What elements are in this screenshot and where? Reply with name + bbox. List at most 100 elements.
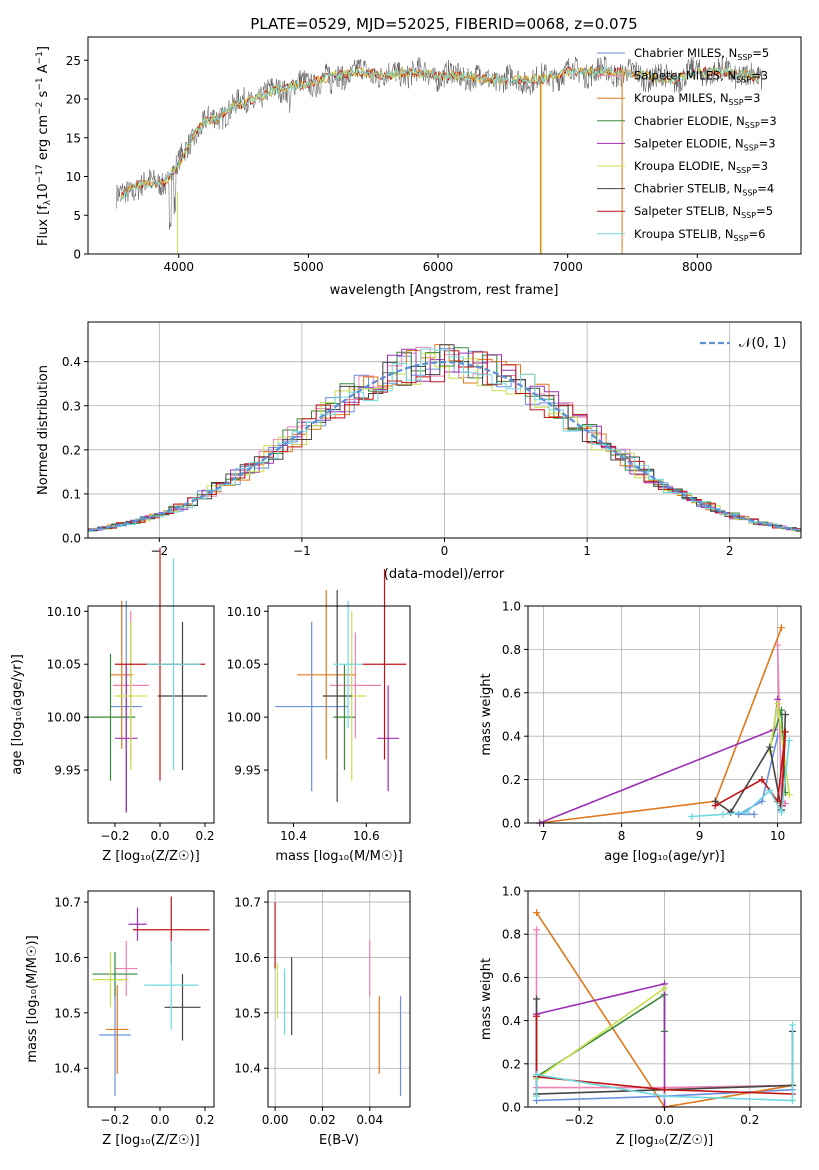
y-tick-label: 1.0 [502, 600, 521, 614]
x-tick-label: 10 [770, 829, 785, 843]
x-tick-label: −0.2 [565, 1113, 594, 1127]
weight-marker-kroupa-stelib [785, 737, 793, 745]
axis-ticks: −0.2 0.0 0.2 0.0 0.2 0.4 0.6 0.8 1.0 [502, 885, 759, 1128]
legend-text: =6 [749, 227, 766, 241]
figure-title: PLATE=0529, MJD=52025, FIBERID=0068, z=0… [250, 15, 637, 33]
spectrum-panel: 4000 5000 6000 7000 8000 0 5 10 15 20 25 wavelengt… [35, 36, 802, 298]
legend-label-chabrier-miles: Chabrier MILES, NSSP=5 [634, 46, 769, 62]
age-vs-mass-panel: 10.4 10.6 9.95 10.00 10.05 10.10 mass [log₁₀(M… [227, 568, 411, 864]
y-tick-label: 10.5 [54, 1006, 81, 1020]
ylabel-part: ] [36, 46, 51, 51]
y-axis-label: mass [log₁₀(M/M☉)] [25, 935, 40, 1062]
weight-marker-chabrier-stelib [533, 995, 541, 1003]
x-tick-label: 0 [441, 544, 449, 558]
legend-text: Kroupa MILES, N [634, 91, 729, 105]
weight-marker-kroupa-miles [778, 624, 785, 632]
axes-frame [87, 890, 215, 1108]
x-axis-label: E(B-V) [319, 1133, 359, 1148]
x-tick-label: 0.0 [150, 829, 169, 843]
y-tick-label: 0.2 [62, 443, 81, 457]
spectrum-series [116, 55, 763, 254]
y-tick-label: 0.2 [502, 773, 521, 787]
legend-label-salpeter-stelib: Salpeter STELIB, NSSP=5 [634, 204, 773, 220]
weight-marker-kroupa-stelib [688, 812, 696, 820]
legend-text: =3 [751, 159, 768, 173]
legend-subscript: SSP [737, 53, 752, 62]
legend-subscript: SSP [742, 189, 757, 198]
x-axis-label: mass [log₁₀(M/M☉)] [275, 849, 402, 864]
y-tick-label: 10.05 [47, 658, 81, 672]
x-tick-label: 10.6 [353, 829, 380, 843]
x-tick-label: 4000 [163, 260, 194, 274]
weight-marker-chabrier-miles [735, 810, 743, 818]
x-tick-label: 0.0 [655, 1113, 674, 1127]
x-tick-label: 0.2 [195, 829, 214, 843]
x-tick-label: 8000 [682, 260, 713, 274]
legend-text: Kroupa ELODIE, N [634, 159, 736, 173]
y-tick-label: 0.8 [502, 643, 521, 657]
y-tick-label: 0.0 [62, 532, 81, 546]
y-tick-label: 0.4 [62, 355, 81, 369]
legend-text: =3 [751, 69, 768, 83]
weight-marker-kroupa-stelib [533, 1071, 541, 1079]
legend-text: =3 [759, 136, 776, 150]
x-axis-label: age [log₁₀(age/yr)] [604, 849, 725, 864]
weight-marker-salpeter-stelib [533, 1012, 541, 1020]
y-tick-label: 0.8 [502, 928, 521, 942]
y-tick-label: 0.3 [62, 399, 81, 413]
weight-marker-salpeter-stelib [758, 776, 766, 784]
axis-ticks: −0.2 0.0 0.2 9.95 10.00 10.05 10.10 [47, 605, 215, 843]
x-tick-label: 0.2 [740, 1113, 759, 1127]
legend-text: Salpeter ELODIE, N [634, 136, 744, 150]
legend-subscript: SSP [736, 166, 751, 175]
y-tick-label: 10.6 [54, 951, 81, 965]
y-tick-label: 0.4 [502, 1014, 521, 1028]
weight-marker-salpeter-miles [533, 926, 541, 934]
legend-text: =3 [744, 91, 761, 105]
axes-frame [527, 890, 802, 1108]
legend-label-salpeter-elodie: Salpeter ELODIE, NSSP=3 [634, 136, 776, 152]
weight-marker-kroupa-elodie [774, 700, 782, 708]
y-tick-label: 10.4 [54, 1062, 81, 1076]
weight-marker-chabrier-stelib [766, 743, 774, 751]
y-tick-label: 9.95 [54, 764, 81, 778]
weight-marker-kroupa-stelib [742, 808, 750, 816]
axes-frame [527, 605, 802, 824]
legend-label-kroupa-stelib: Kroupa STELIB, NSSP=6 [634, 227, 765, 243]
weight-marker-chabrier-stelib [727, 808, 735, 816]
spectrum-xlabel: wavelength [Angstrom, rest frame] [330, 283, 559, 298]
legend-text: =5 [756, 204, 773, 218]
weight-marker-kroupa-stelib [533, 1092, 541, 1100]
ylabel-part: −2 [35, 102, 45, 115]
legend-label-chabrier-elodie: Chabrier ELODIE, NSSP=3 [634, 114, 777, 130]
ylabel-part: λ [43, 199, 53, 205]
y-tick-label: 10 [66, 170, 81, 184]
x-tick-label: 0.0 [150, 1113, 169, 1127]
ylabel-part: −1 [35, 51, 45, 64]
spectrum-ylabel: Flux [fλ10−17 erg cm−2 s−1 A−1] [35, 46, 53, 246]
residuals-series [87, 344, 802, 533]
legend-subscript: SSP [744, 143, 759, 152]
x-tick-label: 10.4 [280, 829, 307, 843]
legend-text: =3 [760, 114, 777, 128]
hist-chabrier-elodie [87, 347, 802, 533]
y-tick-label: 10.10 [227, 605, 261, 619]
legend-text: =4 [757, 182, 774, 196]
x-tick-label: 1 [583, 544, 591, 558]
y-tick-label: 10.10 [47, 605, 81, 619]
weight-marker-salpeter-stelib [711, 802, 719, 810]
x-axis-label: Z [log₁₀(Z/Z☉)] [102, 849, 199, 864]
legend-text: Salpeter MILES, N [634, 69, 736, 83]
y-tick-label: 10.4 [234, 1062, 261, 1076]
residuals-axes-frame [87, 321, 802, 539]
y-axis-label: mass weight [479, 958, 494, 1040]
ylabel-part: s [36, 90, 51, 101]
hist-kroupa-stelib [88, 348, 802, 532]
legend-text: Chabrier ELODIE, N [634, 114, 745, 128]
legend-text: =5 [752, 46, 769, 60]
y-tick-label: 0.1 [62, 487, 81, 501]
x-tick-label: 8 [618, 829, 626, 843]
x-tick-label: −0.2 [100, 829, 129, 843]
